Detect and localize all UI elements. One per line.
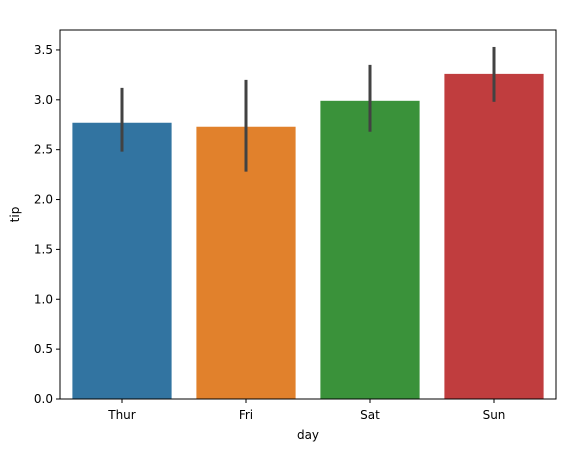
error-bars-layer: [120, 46, 496, 172]
bar-thur: [72, 122, 172, 399]
x-axis: Thur Fri Sat Sun: [107, 399, 505, 422]
y-tick-label: 3.5: [34, 43, 53, 57]
y-axis: 0.0 0.5 1.0 1.5 2.0 2.5 3.0 3.5: [34, 43, 60, 406]
bar-sun: [444, 73, 544, 400]
y-tick-label: 1.0: [34, 292, 53, 306]
bar-fri: [196, 126, 296, 399]
y-tick-label: 3.0: [34, 93, 53, 107]
y-tick-label: 0.0: [34, 392, 53, 406]
y-tick-label: 1.5: [34, 242, 53, 256]
bars-layer: [72, 73, 544, 400]
x-axis-label: day: [297, 428, 319, 442]
x-tick-label: Fri: [239, 408, 253, 422]
x-tick-label: Sat: [360, 408, 380, 422]
y-axis-label: tip: [8, 207, 22, 223]
y-tick-label: 2.5: [34, 143, 53, 157]
x-tick-label: Sun: [483, 408, 506, 422]
y-tick-label: 0.5: [34, 342, 53, 356]
plot-frame: [59, 29, 557, 400]
x-tick-label: Thur: [107, 408, 136, 422]
bar-sat: [320, 100, 420, 399]
y-tick-label: 2.0: [34, 193, 53, 207]
